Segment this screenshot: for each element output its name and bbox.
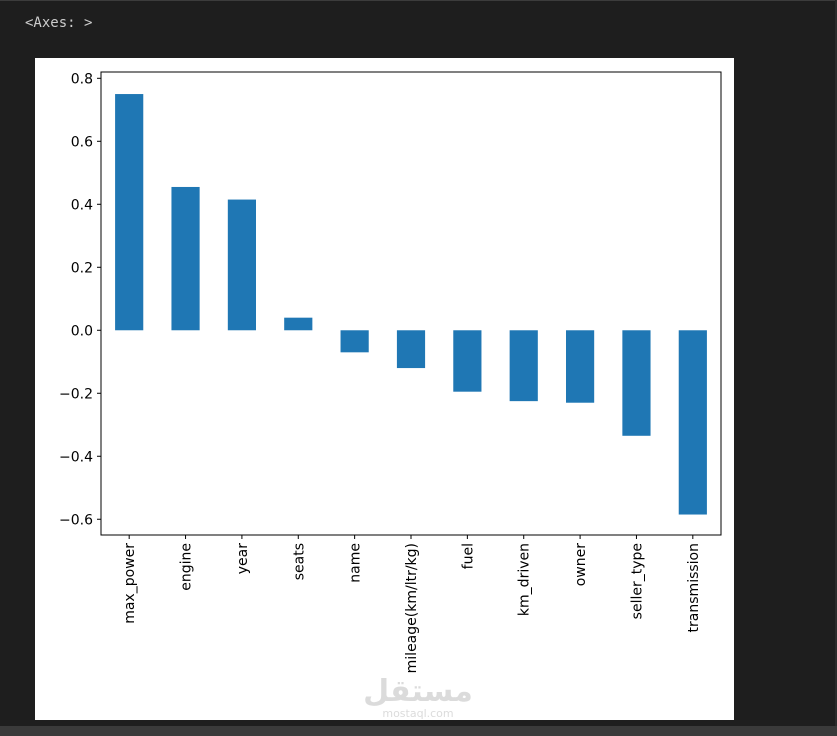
bottom-panel-bar: [0, 726, 837, 736]
x-tick-label: km_driven: [517, 543, 533, 616]
y-tick-label: 0.4: [71, 197, 93, 213]
cell-output-text: <Axes: >: [25, 15, 93, 31]
x-tick-label: mileage(km/ltr/kg): [404, 543, 420, 673]
y-tick-label: −0.6: [59, 512, 93, 528]
y-tick-label: 0.0: [71, 323, 93, 339]
x-tick-label: max_power: [122, 543, 138, 624]
x-tick-label: fuel: [460, 543, 476, 569]
x-tick-label: owner: [573, 543, 589, 587]
bar-chart: −0.6 −0.4 −0.2 0.0 0.2 0.4 0.6 0.8 max_power eng…: [59, 71, 722, 720]
y-tick-label: 0.6: [71, 134, 93, 150]
bar-fuel: [453, 330, 482, 392]
x-axis: max_power engine year seats name mileage(km/l…: [122, 535, 702, 673]
y-tick-label: 0.2: [71, 260, 93, 276]
x-tick-label: transmission: [686, 543, 702, 632]
x-tick-label: name: [348, 543, 364, 583]
top-divider: [0, 0, 837, 1]
bars-group: [115, 94, 707, 515]
x-tick-label: seller_type: [629, 543, 645, 619]
scrollbar-track[interactable]: [835, 0, 837, 736]
y-tick-label: −0.2: [59, 386, 93, 402]
bar-km_driven: [509, 330, 538, 402]
bar-max_power: [115, 94, 144, 331]
bar-mileage(km/ltr/kg): [396, 330, 426, 369]
y-tick-label: −0.4: [59, 449, 93, 465]
bar-transmission: [678, 330, 707, 515]
x-tick-label: seats: [291, 543, 307, 580]
bar-seats: [284, 317, 313, 331]
x-tick-label: year: [235, 543, 251, 574]
bar-engine: [171, 186, 200, 331]
watermark-brand: مستقل: [363, 674, 473, 709]
axes-frame: [100, 71, 722, 536]
bar-owner: [566, 330, 595, 403]
chart-figure: −0.6 −0.4 −0.2 0.0 0.2 0.4 0.6 0.8 max_power eng…: [35, 58, 734, 720]
watermark: مستقل mostaql.com: [363, 674, 473, 720]
x-tick-label: engine: [179, 543, 195, 591]
bar-seller_type: [622, 330, 651, 436]
bar-year: [227, 199, 256, 331]
watermark-site: mostaql.com: [382, 707, 453, 720]
y-axis: −0.6 −0.4 −0.2 0.0 0.2 0.4 0.6 0.8: [59, 71, 101, 528]
y-tick-label: 0.8: [71, 71, 93, 87]
bar-name: [340, 330, 369, 353]
